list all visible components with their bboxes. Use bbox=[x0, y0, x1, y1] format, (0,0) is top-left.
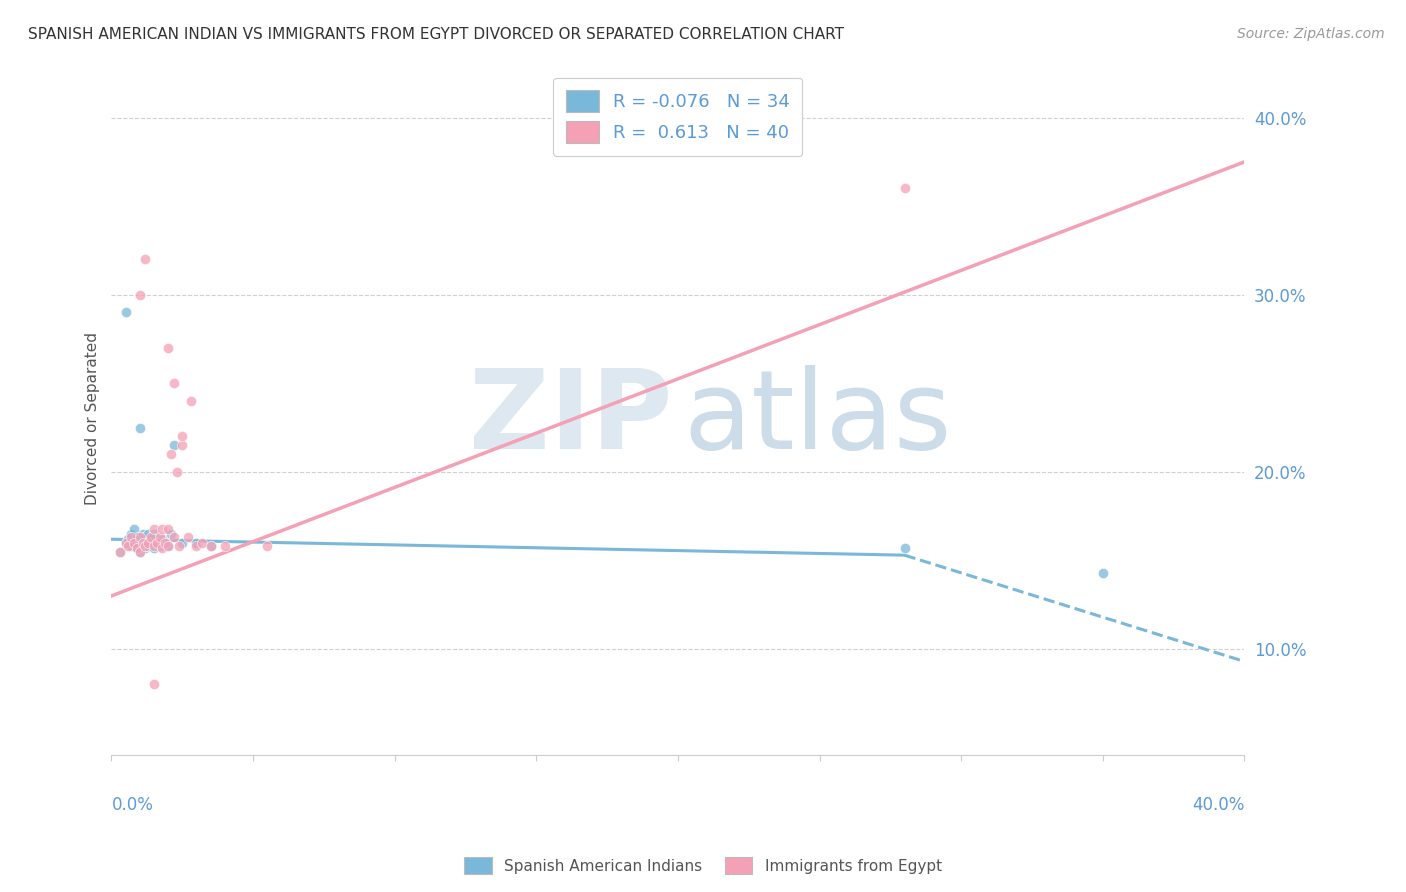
Point bbox=[172, 429, 194, 443]
Point bbox=[114, 305, 136, 319]
Point bbox=[114, 535, 136, 549]
Point bbox=[117, 533, 139, 547]
Point bbox=[142, 522, 165, 536]
Legend: R = -0.076   N = 34, R =  0.613   N = 40: R = -0.076 N = 34, R = 0.613 N = 40 bbox=[554, 78, 803, 156]
Point bbox=[145, 535, 167, 549]
Point bbox=[186, 539, 208, 553]
Text: ZIP: ZIP bbox=[468, 365, 672, 472]
Point bbox=[155, 535, 177, 549]
Legend: Spanish American Indians, Immigrants from Egypt: Spanish American Indians, Immigrants fro… bbox=[458, 851, 948, 880]
Point bbox=[136, 527, 159, 541]
Text: 40.0%: 40.0% bbox=[1192, 796, 1244, 814]
Point bbox=[139, 531, 162, 545]
Point bbox=[152, 533, 174, 547]
Point bbox=[128, 531, 150, 545]
Point bbox=[120, 539, 142, 553]
Point bbox=[131, 527, 153, 541]
Point bbox=[148, 539, 170, 553]
Point bbox=[122, 535, 145, 549]
Point bbox=[893, 181, 915, 195]
Point bbox=[163, 531, 186, 545]
Point bbox=[122, 535, 145, 549]
Point bbox=[134, 539, 156, 553]
Point bbox=[120, 527, 142, 541]
Point bbox=[166, 465, 188, 479]
Point bbox=[134, 252, 156, 267]
Point bbox=[125, 541, 148, 555]
Text: Source: ZipAtlas.com: Source: ZipAtlas.com bbox=[1237, 27, 1385, 41]
Point bbox=[160, 447, 183, 461]
Point bbox=[117, 539, 139, 553]
Point bbox=[122, 522, 145, 536]
Point bbox=[108, 544, 131, 558]
Point bbox=[125, 541, 148, 555]
Point bbox=[169, 539, 191, 553]
Text: 0.0%: 0.0% bbox=[111, 796, 153, 814]
Point bbox=[142, 677, 165, 691]
Point bbox=[152, 541, 174, 555]
Point bbox=[136, 539, 159, 553]
Point bbox=[157, 539, 180, 553]
Point bbox=[142, 527, 165, 541]
Point bbox=[128, 544, 150, 558]
Point bbox=[128, 533, 150, 547]
Point bbox=[163, 438, 186, 452]
Text: atlas: atlas bbox=[683, 365, 952, 472]
Point bbox=[128, 544, 150, 558]
Point bbox=[160, 527, 183, 541]
Point bbox=[120, 531, 142, 545]
Point bbox=[180, 394, 202, 409]
Point bbox=[134, 541, 156, 555]
Point bbox=[155, 535, 177, 549]
Point bbox=[256, 539, 278, 553]
Point bbox=[186, 535, 208, 549]
Point bbox=[128, 420, 150, 434]
Point bbox=[157, 522, 180, 536]
Point bbox=[114, 535, 136, 549]
Point bbox=[139, 533, 162, 547]
Point bbox=[148, 531, 170, 545]
Point bbox=[893, 541, 915, 555]
Point bbox=[172, 438, 194, 452]
Text: SPANISH AMERICAN INDIAN VS IMMIGRANTS FROM EGYPT DIVORCED OR SEPARATED CORRELATI: SPANISH AMERICAN INDIAN VS IMMIGRANTS FR… bbox=[28, 27, 844, 42]
Point bbox=[1091, 566, 1114, 580]
Point bbox=[131, 539, 153, 553]
Point bbox=[157, 539, 180, 553]
Point bbox=[157, 341, 180, 355]
Point bbox=[214, 539, 236, 553]
Point bbox=[163, 376, 186, 391]
Y-axis label: Divorced or Separated: Divorced or Separated bbox=[86, 332, 100, 505]
Point bbox=[108, 544, 131, 558]
Point bbox=[142, 539, 165, 553]
Point bbox=[191, 535, 214, 549]
Point bbox=[142, 541, 165, 555]
Point bbox=[200, 539, 222, 553]
Point bbox=[172, 535, 194, 549]
Point bbox=[125, 531, 148, 545]
Point bbox=[177, 531, 200, 545]
Point bbox=[152, 522, 174, 536]
Point bbox=[128, 287, 150, 301]
Point bbox=[200, 539, 222, 553]
Point bbox=[134, 531, 156, 545]
Point bbox=[145, 535, 167, 549]
Point bbox=[136, 535, 159, 549]
Point bbox=[131, 535, 153, 549]
